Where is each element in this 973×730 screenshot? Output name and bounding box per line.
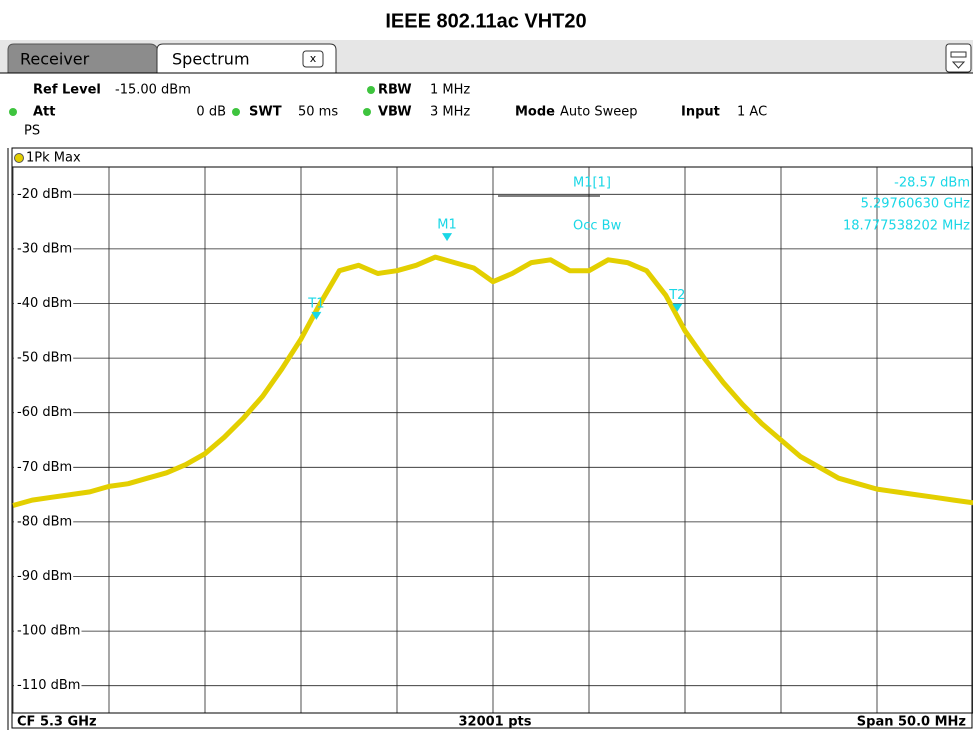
title: IEEE 802.11ac VHT20 xyxy=(385,10,586,32)
tab-label[interactable]: Receiver xyxy=(20,50,90,69)
y-tick-label: -30 dBm xyxy=(17,241,72,256)
setting-label: Att xyxy=(33,105,56,120)
tab-spectrum[interactable] xyxy=(156,43,337,74)
plot-frame xyxy=(11,147,973,729)
status-dot xyxy=(363,108,371,116)
setting-value: 0 dB xyxy=(196,105,226,120)
label-bg xyxy=(14,240,74,258)
y-tick-label: -80 dBm xyxy=(17,514,72,529)
label-bg xyxy=(14,404,74,422)
setting-label: PS xyxy=(24,124,40,139)
setting-label: Mode xyxy=(515,105,555,120)
setting-value: Auto Sweep xyxy=(560,105,637,120)
setting-value: 3 MHz xyxy=(430,105,470,120)
y-tick-label: -110 dBm xyxy=(17,678,80,693)
y-tick-label: -90 dBm xyxy=(17,569,72,584)
readout-occ: 18.777538202 MHz xyxy=(843,219,970,234)
setting-label: RBW xyxy=(378,83,412,98)
readout-freq: 5.29760630 GHz xyxy=(861,197,971,212)
setting-value: 1 MHz xyxy=(430,83,470,98)
menu-icon[interactable] xyxy=(950,51,967,69)
readout-occ-label: Occ Bw xyxy=(573,219,622,234)
legend-label: 1Pk Max xyxy=(26,151,81,166)
setting-label: SWT xyxy=(249,105,282,120)
y-tick-label: -70 dBm xyxy=(17,460,72,475)
close-button[interactable] xyxy=(302,50,324,68)
setting-label: Ref Level xyxy=(33,83,101,98)
trace xyxy=(12,254,973,508)
plot: -20 dBm -30 dBm -40 dBm -50 dBm -60 dBm -70 d… xyxy=(12,167,973,713)
setting-value: -15.00 dBm xyxy=(115,83,191,98)
label-bg xyxy=(14,185,74,203)
y-tick-label: -50 dBm xyxy=(17,351,72,366)
label-bg xyxy=(14,513,74,531)
status-dot xyxy=(367,86,375,94)
setting-value: 1 AC xyxy=(737,105,767,120)
marker xyxy=(672,303,683,312)
setting-label: Input xyxy=(681,105,720,120)
setting-label: VBW xyxy=(378,105,412,120)
label-bg xyxy=(14,349,74,367)
marker xyxy=(311,311,322,320)
marker-label: M1 xyxy=(437,218,457,233)
footer-cf: CF 5.3 GHz xyxy=(17,715,97,730)
footer-span: Span 50.0 MHz xyxy=(857,715,966,730)
status-dot xyxy=(9,108,17,116)
label-bg xyxy=(14,458,74,476)
marker-label: T2 xyxy=(668,288,685,303)
readout-marker: M1[1] xyxy=(573,176,611,191)
trace-indicator xyxy=(14,153,24,163)
marker-label: T1 xyxy=(307,296,324,311)
footer-pts: 32001 pts xyxy=(458,715,531,730)
y-tick-label: -20 dBm xyxy=(17,187,72,202)
tab-label[interactable]: Spectrum xyxy=(172,50,250,69)
menu-button[interactable] xyxy=(945,43,972,73)
readout-level: -28.57 dBm xyxy=(894,176,970,191)
status-dot xyxy=(232,108,240,116)
label-bg xyxy=(14,622,82,640)
label-bg xyxy=(14,295,74,312)
close-icon[interactable]: x xyxy=(310,52,317,65)
y-tick-label: -40 dBm xyxy=(17,296,72,311)
y-tick-label: -100 dBm xyxy=(17,624,80,639)
setting-value: 50 ms xyxy=(298,105,338,120)
label-bg xyxy=(14,568,74,585)
marker xyxy=(442,233,453,242)
label-bg xyxy=(14,677,82,695)
y-tick-label: -60 dBm xyxy=(17,405,72,420)
